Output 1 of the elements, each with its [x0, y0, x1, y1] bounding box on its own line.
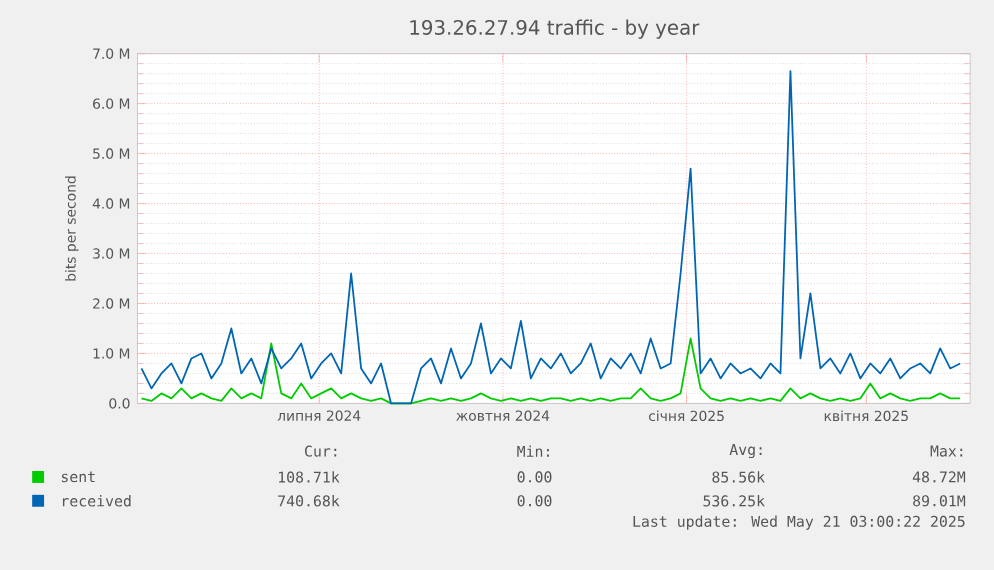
chart-title: 193.26.27.94 traffic - by year — [410, 19, 700, 39]
